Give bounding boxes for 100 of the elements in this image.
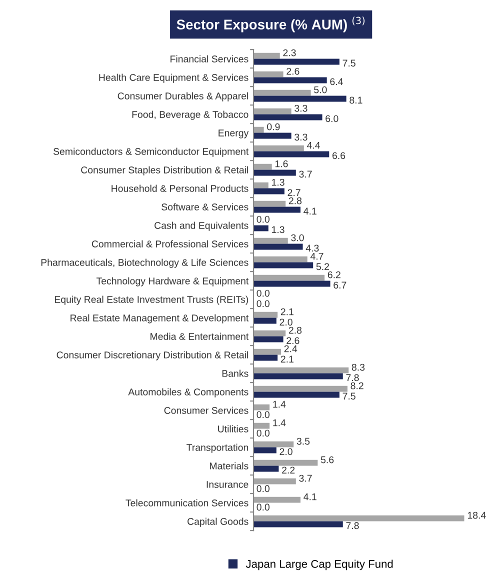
bar (254, 182, 268, 188)
bar (254, 330, 286, 336)
y-tick-label: Automobiles & Components (128, 388, 248, 398)
bar (254, 96, 346, 102)
y-tick-label: Cash and Equivalents (154, 222, 248, 231)
data-label: 2.6 (286, 337, 300, 344)
data-label: 0.0 (256, 300, 270, 308)
data-label: 7.8 (346, 522, 359, 530)
chart-title: Sector Exposure (% AUM) $^{(3)}$ (176, 16, 365, 32)
bar (254, 373, 343, 380)
y-tick-label: Technology Hardware & Equipment (96, 277, 249, 286)
data-label: 2.0 (280, 448, 292, 456)
data-label: 2.3 (283, 49, 296, 56)
data-label: 7.5 (342, 392, 356, 400)
bar (254, 478, 296, 484)
bar (254, 441, 294, 448)
bar (254, 515, 464, 522)
y-tick-label: Software & Services (162, 203, 248, 210)
bar (254, 280, 330, 287)
y-tick-label: Health Care Equipment & Services (99, 74, 248, 83)
data-label: 3.0 (291, 234, 304, 242)
bar (254, 225, 268, 232)
y-tick-label: Media & Entertainment (150, 332, 249, 340)
bar (254, 238, 288, 244)
data-label: 5.2 (316, 263, 329, 270)
y-tick-label: Consumer Services (164, 406, 248, 414)
data-label: 4.1 (304, 493, 316, 500)
data-label: 2.1 (280, 308, 294, 316)
data-label: 1.4 (273, 419, 286, 426)
bar (254, 132, 292, 139)
data-label: 3.5 (296, 438, 310, 445)
data-label: 4.4 (307, 142, 320, 149)
y-tick-label: Banks (222, 370, 248, 377)
bar (254, 256, 308, 262)
bar (254, 496, 300, 503)
y-tick-label: Insurance (206, 481, 248, 488)
bar (254, 274, 325, 281)
data-label: 3.7 (299, 170, 312, 178)
data-label: 8.3 (352, 364, 365, 371)
data-label: 0.9 (267, 123, 280, 130)
data-label: 3.3 (294, 134, 308, 141)
y-tick-label: Real Estate Management & Development (70, 314, 249, 324)
data-label: 2.8 (288, 326, 302, 334)
bar (254, 336, 284, 342)
data-label: 5.0 (314, 86, 327, 94)
y-tick-label: Materials (210, 462, 248, 470)
y-tick-label: Financial Services (170, 55, 248, 62)
data-label: 2.0 (280, 318, 292, 326)
bar (254, 312, 278, 318)
y-tick-label: Food, Beverage & Tobacco (132, 110, 248, 120)
data-label: 4.1 (304, 208, 316, 214)
data-label: 0.0 (256, 216, 270, 223)
bar (254, 206, 300, 213)
y-tick-label: Semiconductors & Semiconductor Equipment (53, 148, 249, 157)
y-tick-label: Household & Personal Products (112, 184, 248, 192)
data-label: 4.3 (306, 244, 319, 252)
data-label: 2.6 (286, 68, 300, 75)
bar (254, 126, 264, 133)
data-label: 8.1 (350, 96, 362, 104)
bar (254, 58, 340, 65)
data-label: 6.6 (332, 152, 346, 160)
data-label: 1.6 (275, 160, 288, 168)
data-label: 0.0 (256, 485, 270, 492)
legend-label: Japan Large Cap Equity Fund (246, 560, 393, 570)
y-tick-label: Commercial & Professional Services (92, 240, 248, 248)
data-label: 1.3 (272, 178, 284, 186)
data-label: 3.3 (294, 104, 308, 112)
bar (254, 90, 311, 96)
data-label: 7.5 (342, 60, 356, 67)
bar (254, 145, 304, 152)
y-tick-label: Utilities (218, 425, 248, 432)
y-tick-label: Capital Goods (188, 518, 248, 527)
bar (254, 354, 278, 361)
y-tick-label: Transportation (186, 444, 248, 453)
data-label: 3.7 (299, 474, 312, 482)
data-label: 2.2 (282, 466, 295, 474)
bar (254, 170, 296, 176)
y-tick-label: Consumer Discretionary Distribution & Retail (56, 351, 248, 360)
bar (254, 114, 322, 120)
data-label: 2.4 (284, 345, 298, 352)
bar (254, 52, 280, 59)
data-label: 6.7 (334, 282, 346, 289)
data-label: 0.0 (256, 290, 270, 297)
bar (254, 318, 276, 324)
bar (254, 188, 284, 194)
bar (254, 262, 314, 268)
data-label: 6.2 (328, 271, 340, 278)
data-label: 6.4 (330, 78, 343, 86)
bar (254, 460, 318, 466)
data-label: 2.8 (288, 197, 302, 204)
bar (254, 404, 270, 410)
data-label: 0.0 (256, 504, 270, 511)
bar (254, 77, 327, 84)
data-label: 5.6 (320, 456, 334, 464)
data-label: 7.8 (346, 374, 359, 382)
bar (254, 108, 292, 114)
data-label: 8.2 (350, 382, 364, 390)
y-tick-label: Equity Real Estate Investment Trusts (REITs) (54, 296, 248, 305)
bar (254, 164, 272, 170)
data-label: 1.3 (272, 226, 284, 234)
